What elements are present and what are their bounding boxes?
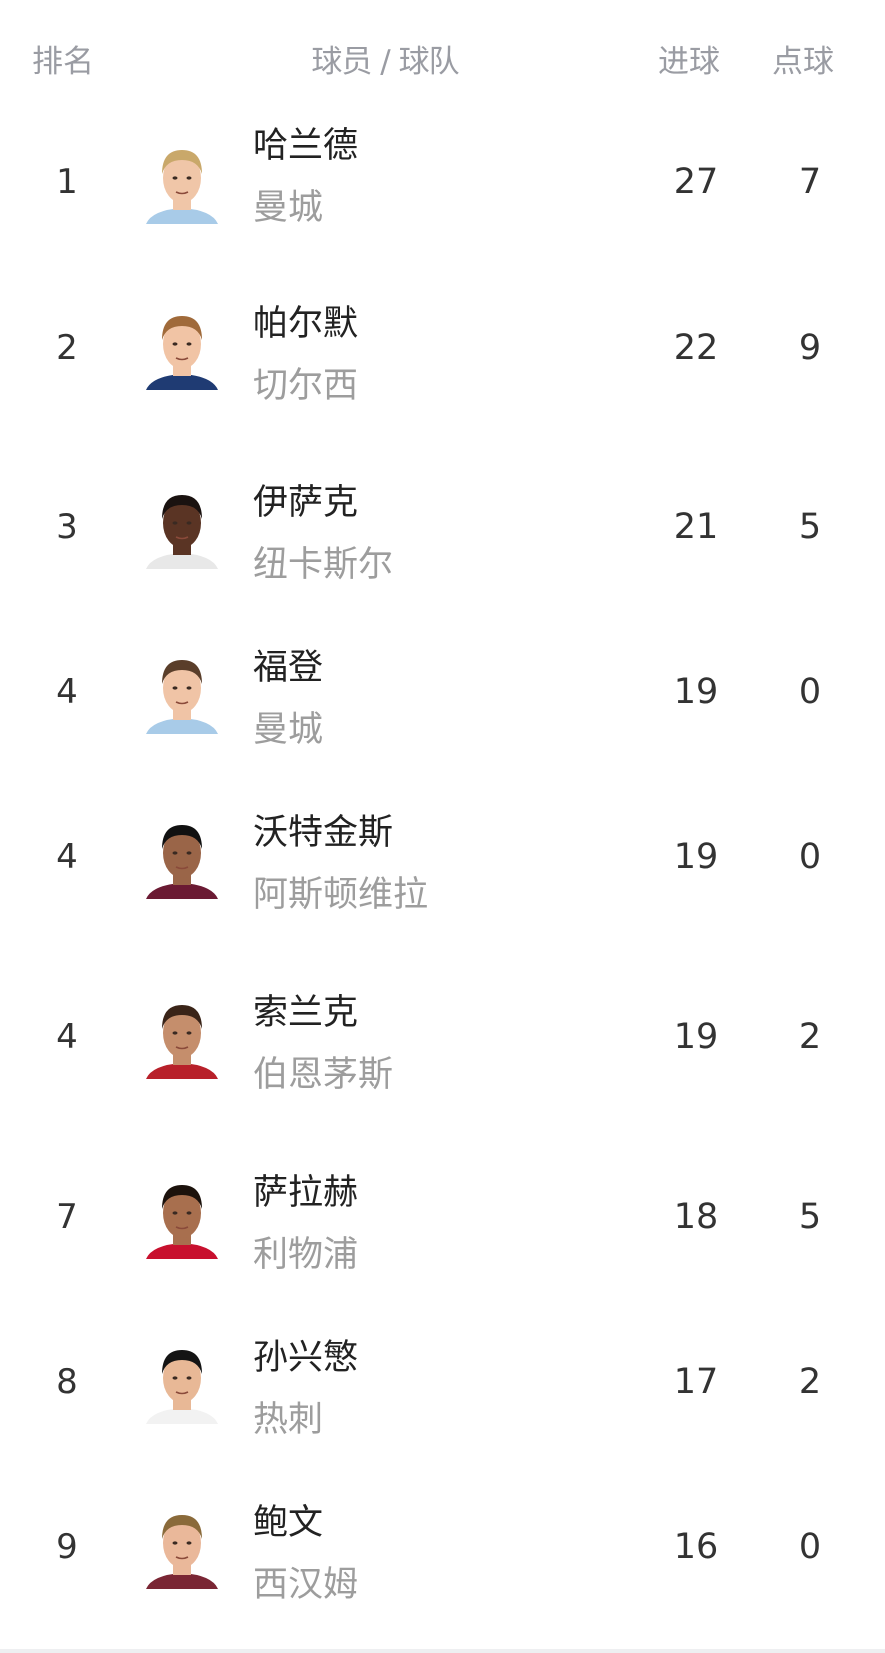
rank: 2	[56, 328, 78, 368]
header-rank: 排名	[32, 44, 94, 80]
goals-value: 21	[673, 507, 719, 547]
team-name[interactable]: 纽卡斯尔	[253, 545, 394, 585]
player-name[interactable]: 哈兰德	[253, 126, 359, 166]
player-avatar	[142, 1175, 222, 1259]
table-row[interactable]: 8 孙兴慜 热刺 17 2	[0, 1307, 885, 1457]
header-goals[interactable]: 进球	[658, 44, 720, 80]
team-name[interactable]: 曼城	[253, 710, 324, 750]
header-penalties[interactable]: 点球	[772, 44, 834, 80]
goals-value: 17	[673, 1362, 719, 1402]
penalties-value: 7	[798, 162, 822, 202]
team-name[interactable]: 切尔西	[253, 366, 359, 406]
player-name[interactable]: 帕尔默	[253, 304, 359, 344]
table-row[interactable]: 4 沃特金斯 阿斯顿维拉 19 0	[0, 782, 885, 932]
team-name[interactable]: 热刺	[253, 1400, 324, 1440]
player-name[interactable]: 伊萨克	[253, 483, 359, 523]
player-name[interactable]: 孙兴慜	[253, 1338, 359, 1378]
penalties-value: 9	[798, 328, 822, 368]
penalties-value: 0	[798, 672, 822, 712]
player-avatar	[142, 485, 222, 569]
goals-value: 22	[673, 328, 719, 368]
team-name[interactable]: 西汉姆	[253, 1565, 359, 1605]
table-row[interactable]: 7 萨拉赫 利物浦 18 5	[0, 1142, 885, 1292]
rank: 4	[56, 837, 78, 877]
penalties-value: 2	[798, 1362, 822, 1402]
rank: 7	[56, 1197, 78, 1237]
table-row[interactable]: 9 鲍文 西汉姆 16 0	[0, 1472, 885, 1622]
team-name[interactable]: 利物浦	[253, 1235, 359, 1275]
player-name[interactable]: 沃特金斯	[253, 813, 394, 853]
table-row[interactable]: 3 伊萨克 纽卡斯尔 21 5	[0, 452, 885, 602]
team-name[interactable]: 曼城	[253, 188, 324, 228]
goals-value: 27	[673, 162, 719, 202]
penalties-value: 2	[798, 1017, 822, 1057]
player-name[interactable]: 萨拉赫	[253, 1173, 359, 1213]
rank: 8	[56, 1362, 78, 1402]
table-row[interactable]: 4 福登 曼城 19 0	[0, 617, 885, 767]
penalties-value: 0	[798, 837, 822, 877]
player-avatar	[142, 306, 222, 390]
table-row[interactable]: 2 帕尔默 切尔西 22 9	[0, 273, 885, 423]
bottom-divider	[0, 1649, 885, 1653]
rank: 4	[56, 1017, 78, 1057]
player-avatar	[142, 815, 222, 899]
player-name[interactable]: 鲍文	[253, 1503, 324, 1543]
penalties-value: 5	[798, 507, 822, 547]
rank: 3	[56, 507, 78, 547]
rank: 1	[56, 162, 78, 202]
rank: 9	[56, 1527, 78, 1567]
player-avatar	[142, 1505, 222, 1589]
rank: 4	[56, 672, 78, 712]
player-avatar	[142, 995, 222, 1079]
player-name[interactable]: 索兰克	[253, 993, 359, 1033]
player-name[interactable]: 福登	[253, 648, 324, 688]
team-name[interactable]: 阿斯顿维拉	[253, 875, 429, 915]
penalties-value: 5	[798, 1197, 822, 1237]
penalties-value: 0	[798, 1527, 822, 1567]
player-avatar	[142, 650, 222, 734]
table-row[interactable]: 4 索兰克 伯恩茅斯 19 2	[0, 962, 885, 1112]
header-player-team: 球员 / 球队	[311, 44, 459, 80]
team-name[interactable]: 伯恩茅斯	[253, 1055, 394, 1095]
goals-value: 18	[673, 1197, 719, 1237]
goals-value: 19	[673, 837, 719, 877]
goals-value: 19	[673, 672, 719, 712]
player-avatar	[142, 140, 222, 224]
player-avatar	[142, 1340, 222, 1424]
goals-value: 19	[673, 1017, 719, 1057]
goals-value: 16	[673, 1527, 719, 1567]
table-row[interactable]: 1 哈兰德 曼城 27 7	[0, 107, 885, 257]
